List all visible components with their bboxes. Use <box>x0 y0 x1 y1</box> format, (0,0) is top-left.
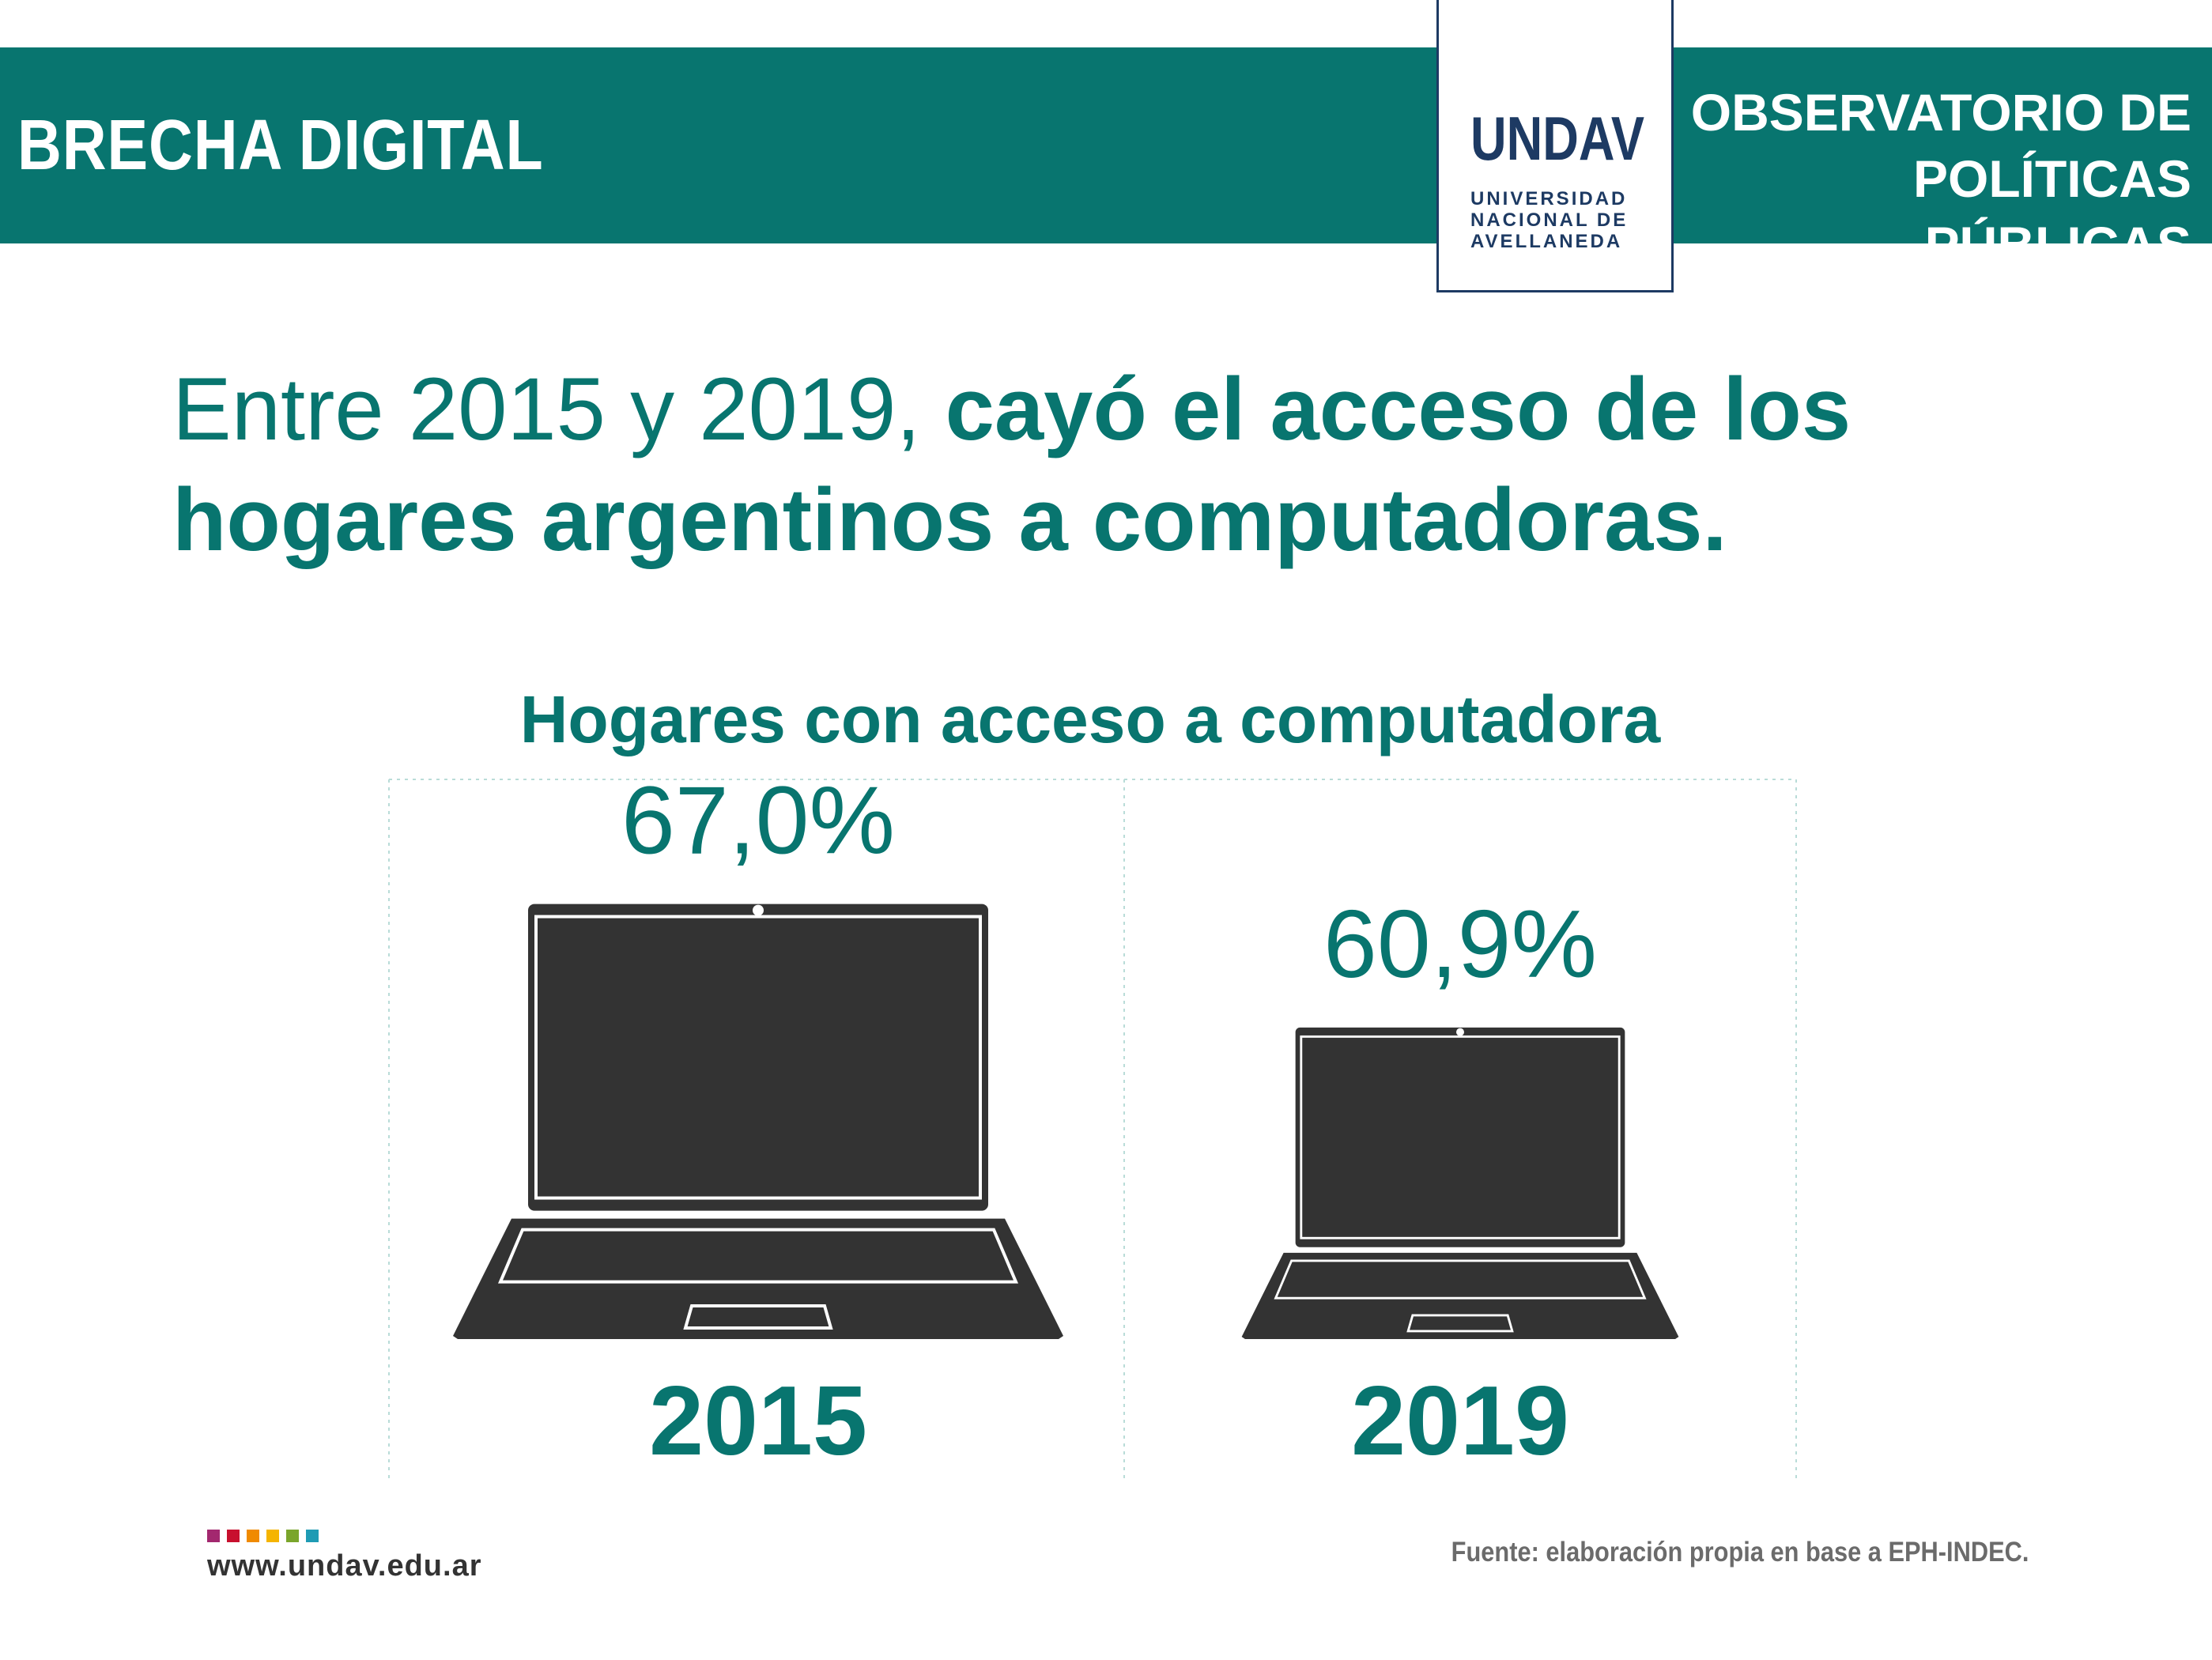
observatory-title: OBSERVATORIO DE POLÍTICAS PÚBLICAS <box>1654 79 2191 278</box>
logo-line-2: NACIONAL DE <box>1470 209 1629 231</box>
footer-dot <box>286 1530 299 1542</box>
laptop-trackpad <box>1406 1314 1514 1333</box>
category-label: 2015 <box>649 1367 867 1476</box>
footer-dot <box>247 1530 259 1542</box>
laptop-trackpad <box>683 1304 833 1330</box>
laptop-keyboard <box>497 1228 1019 1284</box>
svg-text:UNDAV: UNDAV <box>1470 111 1644 166</box>
category-label: 2019 <box>1351 1367 1569 1476</box>
headline-bold: cayó el acceso de los hogares argentinos… <box>172 360 1852 569</box>
footer-color-dots <box>207 1530 319 1542</box>
laptop-icon <box>1241 1027 1679 1339</box>
footer-url[interactable]: www.undav.edu.ar <box>207 1549 482 1583</box>
laptop-lid <box>528 904 988 1211</box>
footer-dot <box>207 1530 220 1542</box>
laptop-camera <box>1455 1028 1465 1036</box>
logo-line-3: AVELLANEDA <box>1470 231 1623 252</box>
header-bar <box>0 47 2212 243</box>
laptop-base <box>1241 1252 1679 1339</box>
headline-regular: Entre 2015 y 2019, <box>172 360 946 458</box>
undav-wordmark: UNDAV <box>1470 111 1644 166</box>
laptop-base <box>453 1218 1063 1339</box>
source-note: Fuente: elaboración propia en base a EPH… <box>1451 1537 2029 1568</box>
footer-dot <box>306 1530 319 1542</box>
logo-line-1: UNIVERSIDAD <box>1470 188 1628 209</box>
observatory-line-1: OBSERVATORIO DE <box>1690 83 2191 141</box>
footer-dot <box>227 1530 240 1542</box>
chart-title: Hogares con acceso a computadora <box>519 682 1661 756</box>
footer-dot <box>266 1530 279 1542</box>
undav-logo[interactable]: UNDAV UNIVERSIDAD NACIONAL DE AVELLANEDA <box>1436 0 1674 292</box>
headline: Entre 2015 y 2019, cayó el acceso de los… <box>172 354 2086 575</box>
section-label: BRECHA DIGITAL <box>17 105 544 185</box>
logo-text: UNIVERSIDAD NACIONAL DE AVELLANEDA <box>1470 188 1660 252</box>
laptop-camera <box>753 904 764 916</box>
laptop-keyboard <box>1274 1259 1647 1300</box>
laptop-screen-border <box>534 915 982 1200</box>
value-label: 60,9% <box>1323 890 1597 998</box>
laptop-icon <box>453 904 1063 1339</box>
observatory-line-2: POLÍTICAS PÚBLICAS <box>1912 149 2191 274</box>
value-label: 67,0% <box>621 767 895 874</box>
laptop-lid <box>1295 1027 1625 1247</box>
laptop-screen-border <box>1300 1035 1621 1239</box>
